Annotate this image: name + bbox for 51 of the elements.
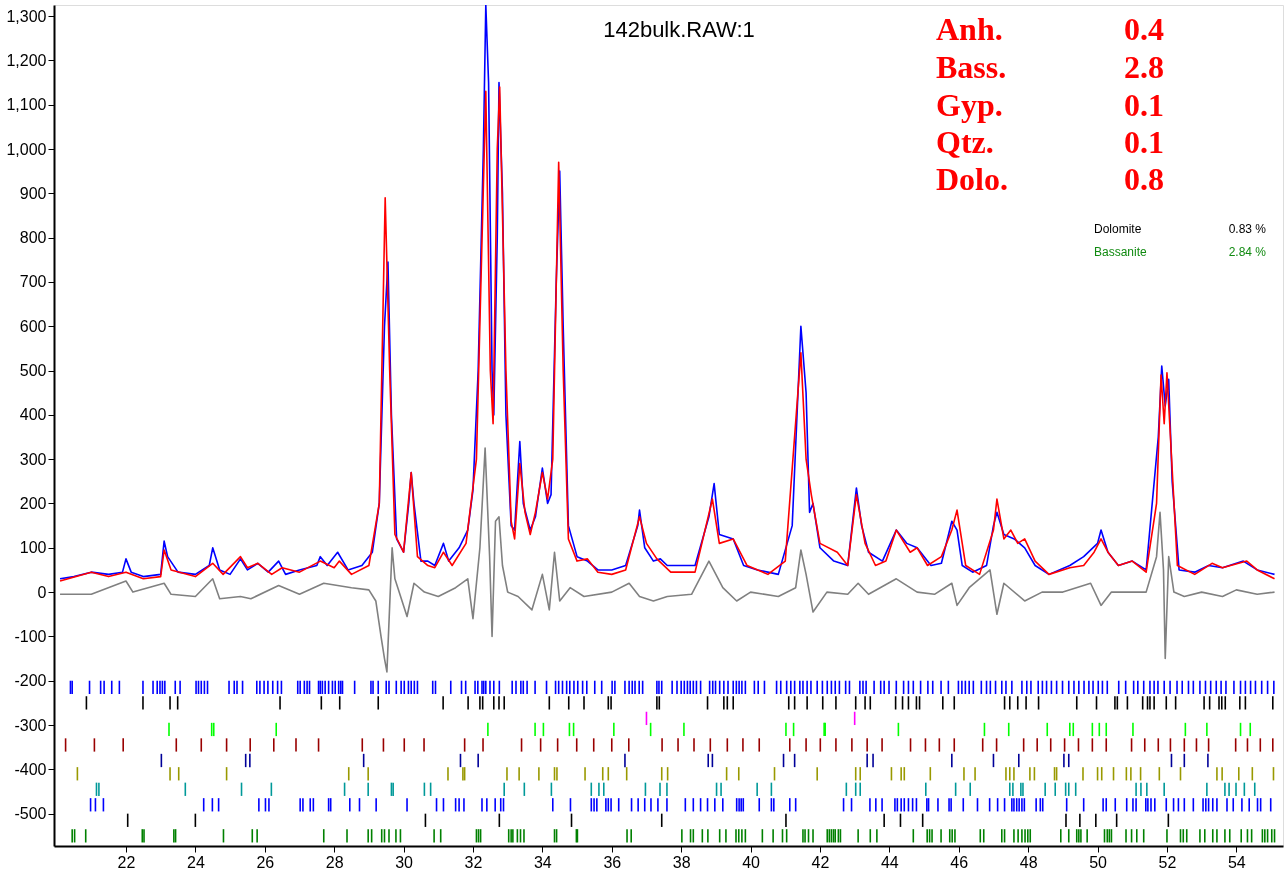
- y-tick-label: 500: [19, 362, 47, 380]
- x-tick-label: 28: [325, 853, 344, 871]
- annotation: Dolomite: [1094, 222, 1142, 236]
- annotation: 0.8: [1124, 161, 1164, 197]
- x-tick-label: 24: [186, 853, 205, 871]
- x-tick-label: 40: [742, 853, 761, 871]
- annotation: 0.4: [1124, 11, 1164, 47]
- x-tick-label: 50: [1089, 853, 1108, 871]
- y-tick-label: 200: [19, 494, 47, 512]
- x-tick-label: 30: [395, 853, 414, 871]
- y-tick-label: -300: [14, 716, 47, 734]
- y-tick-label: 700: [19, 273, 47, 291]
- x-tick-label: 38: [672, 853, 691, 871]
- x-tick-label: 26: [256, 853, 275, 871]
- x-tick-label: 22: [117, 853, 136, 871]
- x-tick-label: 32: [464, 853, 483, 871]
- annotation: 0.1: [1124, 87, 1164, 123]
- y-tick-label: 100: [19, 539, 47, 557]
- y-tick-label: 800: [19, 229, 47, 247]
- x-tick-label: 54: [1227, 853, 1246, 871]
- annotation: 2.8: [1124, 49, 1164, 85]
- annotation: Bassanite: [1094, 245, 1148, 259]
- annotation: 0.83 %: [1228, 222, 1267, 236]
- y-tick-label: 600: [19, 317, 47, 335]
- y-tick-label: -100: [14, 627, 47, 645]
- y-tick-label: 0: [37, 583, 47, 601]
- annotation: 2.84 %: [1228, 245, 1267, 259]
- x-tick-label: 34: [533, 853, 552, 871]
- x-tick-label: 48: [1019, 853, 1038, 871]
- y-tick-label: 1,000: [6, 140, 47, 158]
- annotation: Anh.: [936, 11, 1003, 47]
- x-tick-label: 36: [603, 853, 622, 871]
- text: 142bulk.RAW:1: [603, 17, 755, 42]
- x-tick-label: 42: [811, 853, 830, 871]
- y-tick-label: -500: [14, 805, 47, 823]
- x-tick-label: 52: [1158, 853, 1177, 871]
- annotation: 0.1: [1124, 124, 1164, 160]
- y-tick-label: -400: [14, 760, 47, 778]
- y-tick-label: 1,200: [6, 51, 47, 69]
- annotation: Dolo.: [936, 161, 1008, 197]
- y-tick-label: 1,300: [6, 7, 47, 25]
- y-tick-label: 1,100: [6, 96, 47, 114]
- annotation: Qtz.: [936, 124, 994, 160]
- y-tick-label: 400: [19, 406, 47, 424]
- y-tick-label: 900: [19, 184, 47, 202]
- y-tick-label: -200: [14, 672, 47, 690]
- x-tick-label: 46: [950, 853, 969, 871]
- annotation: Bass.: [936, 49, 1007, 85]
- y-tick-label: 300: [19, 450, 47, 468]
- annotation: Gyp.: [936, 87, 1003, 123]
- x-tick-label: 44: [880, 853, 899, 871]
